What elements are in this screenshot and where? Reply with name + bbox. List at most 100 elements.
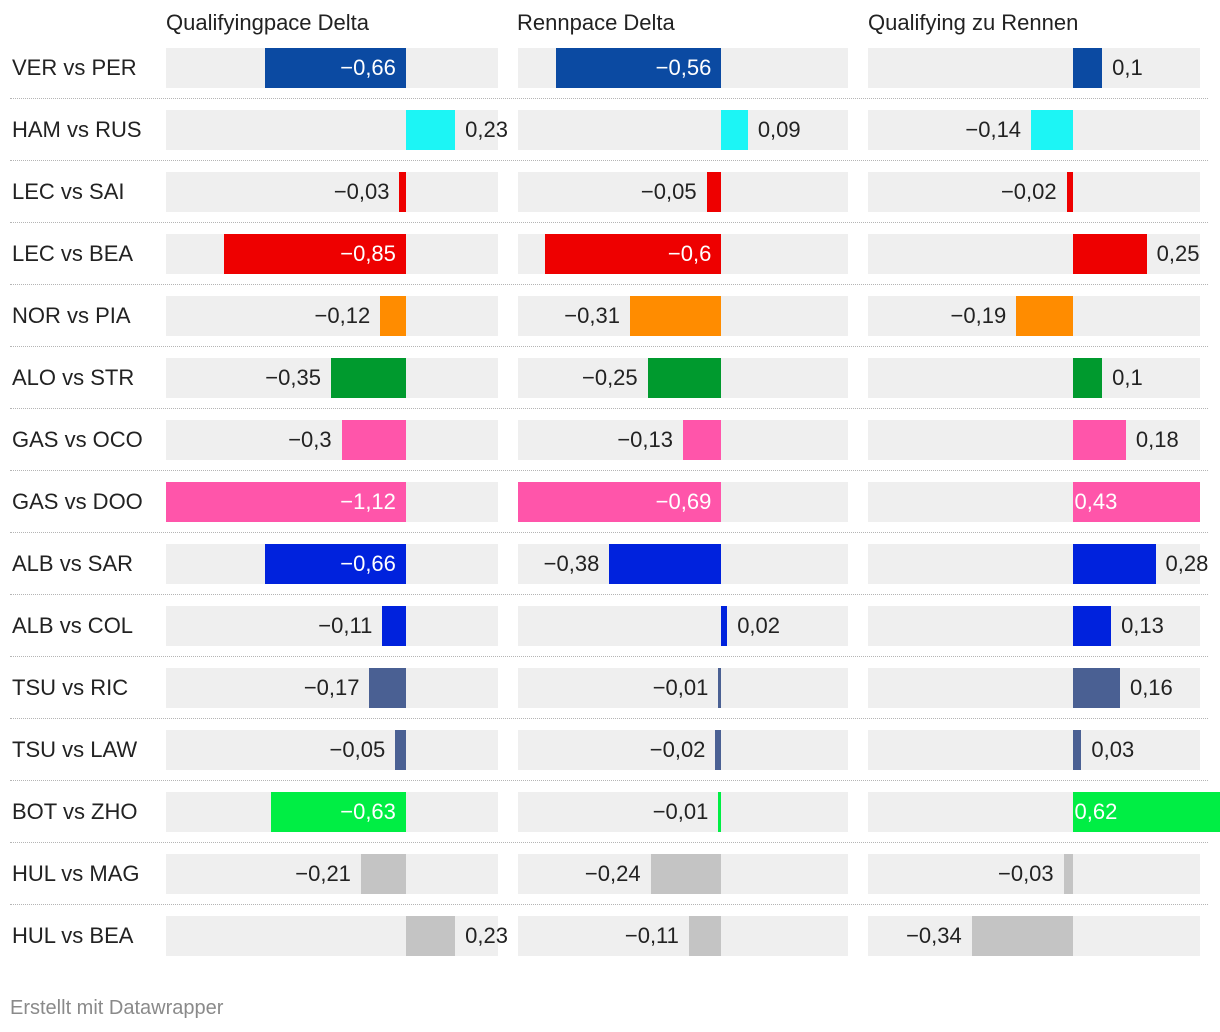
bar-alo-vs-str-col3[interactable] (1072, 358, 1103, 398)
bar-alb-vs-col-col3[interactable] (1072, 606, 1112, 646)
row-separator (10, 656, 1208, 657)
bar-ham-vs-rus-col3[interactable] (1031, 110, 1073, 150)
value-label: −0,3 (288, 427, 332, 452)
bar-hul-vs-bea-col3[interactable] (971, 916, 1073, 956)
bar-ham-vs-rus-col1[interactable] (405, 110, 456, 150)
bar-track (868, 606, 1200, 646)
value-label: −0,66 (340, 55, 396, 80)
value-label: 0,02 (737, 613, 781, 638)
bar-ver-vs-per-col1[interactable] (264, 48, 406, 88)
bar-tsu-vs-ric-col1[interactable] (369, 668, 406, 708)
row-label-nor-vs-pia: NOR vs PIA (12, 303, 131, 328)
bar-track (166, 296, 498, 336)
bar-track (166, 172, 498, 212)
value-label: −0,25 (581, 365, 638, 390)
value-label: −0,31 (564, 303, 620, 328)
bar-alo-vs-str-col1[interactable] (330, 358, 406, 398)
bar-nor-vs-pia-col2[interactable] (629, 296, 722, 336)
bar-lec-vs-bea-col1[interactable] (223, 234, 406, 274)
row-separator (10, 222, 1208, 223)
bar-ver-vs-per-col3[interactable] (1072, 48, 1103, 88)
value-label: 0,62 (1074, 799, 1118, 824)
bar-ver-vs-per-col2[interactable] (556, 48, 722, 88)
row-separator (10, 470, 1208, 471)
row-label-tsu-vs-law: TSU vs LAW (12, 737, 138, 762)
bar-track (166, 420, 498, 460)
bar-tsu-vs-law-col2[interactable] (715, 730, 722, 770)
bar-gas-vs-oco-col2[interactable] (683, 420, 722, 460)
bar-hul-vs-mag-col2[interactable] (650, 854, 722, 894)
value-label: −0,35 (265, 365, 321, 390)
value-label: 0,18 (1135, 427, 1179, 452)
row-label-gas-vs-doo: GAS vs DOO (12, 489, 143, 514)
bar-tsu-vs-ric-col2[interactable] (718, 668, 722, 708)
bar-track (868, 172, 1200, 212)
row-separator (10, 780, 1208, 781)
row-label-ver-vs-per: VER vs PER (12, 55, 137, 80)
value-label: −0,69 (655, 489, 712, 514)
value-label: −0,63 (340, 799, 396, 824)
bar-ham-vs-rus-col2[interactable] (721, 110, 748, 150)
bar-tsu-vs-ric-col3[interactable] (1072, 668, 1120, 708)
value-label: −0,13 (617, 427, 673, 452)
bar-tsu-vs-law-col3[interactable] (1072, 730, 1082, 770)
row-label-alo-vs-str: ALO vs STR (12, 365, 135, 390)
value-label: 0,03 (1091, 737, 1135, 762)
bar-hul-vs-mag-col3[interactable] (1063, 854, 1073, 894)
bar-alb-vs-sar-col1[interactable] (264, 544, 406, 584)
row-separator (10, 532, 1208, 533)
bar-hul-vs-bea-col2[interactable] (688, 916, 722, 956)
bar-alb-vs-col-col2[interactable] (721, 606, 728, 646)
bar-tsu-vs-law-col1[interactable] (395, 730, 406, 770)
bar-gas-vs-doo-col2[interactable] (518, 482, 722, 522)
bar-lec-vs-sai-col1[interactable] (399, 172, 406, 212)
bar-lec-vs-bea-col2[interactable] (544, 234, 722, 274)
column-header-rennpace-delta[interactable]: Rennpace Delta (517, 10, 675, 35)
bar-hul-vs-mag-col1[interactable] (360, 854, 406, 894)
value-label: 0,13 (1121, 613, 1164, 638)
bar-nor-vs-pia-col1[interactable] (380, 296, 406, 336)
value-label: 0,25 (1156, 241, 1200, 266)
bar-alo-vs-str-col2[interactable] (647, 358, 722, 398)
bar-bot-vs-zho-col2[interactable] (718, 792, 722, 832)
bar-alb-vs-sar-col3[interactable] (1072, 544, 1156, 584)
value-label: −0,02 (649, 737, 706, 762)
row-separator (10, 160, 1208, 161)
value-label: 0,1 (1112, 365, 1143, 390)
bar-track (518, 606, 848, 646)
bar-gas-vs-doo-col1[interactable] (166, 482, 406, 522)
bar-nor-vs-pia-col3[interactable] (1016, 296, 1073, 336)
bar-bot-vs-zho-col1[interactable] (270, 792, 406, 832)
row-label-tsu-vs-ric: TSU vs RIC (12, 675, 129, 700)
bar-bot-vs-zho-col3[interactable] (1072, 792, 1220, 832)
value-label: −0,11 (318, 613, 373, 638)
row-separator (10, 98, 1208, 99)
row-label-gas-vs-oco: GAS vs OCO (12, 427, 143, 452)
bar-track (166, 854, 498, 894)
bar-lec-vs-sai-col2[interactable] (706, 172, 722, 212)
value-label: −0,34 (906, 923, 962, 948)
bar-lec-vs-bea-col3[interactable] (1072, 234, 1147, 274)
bar-track (166, 606, 498, 646)
column-header-qualifyingpace-delta[interactable]: Qualifyingpace Delta (166, 10, 370, 35)
bar-gas-vs-oco-col3[interactable] (1072, 420, 1126, 460)
bar-alb-vs-col-col1[interactable] (382, 606, 406, 646)
bar-gas-vs-doo-col3[interactable] (1072, 482, 1200, 522)
value-label: 0,09 (757, 117, 801, 142)
bar-track (518, 792, 848, 832)
value-label: −0,85 (340, 241, 396, 266)
column-header-qualifying-zu-rennen[interactable]: Qualifying zu Rennen (868, 10, 1079, 35)
value-label: −0,12 (314, 303, 371, 328)
value-label: −1,12 (340, 489, 396, 514)
bar-track (868, 234, 1200, 274)
bar-track (518, 730, 848, 770)
bar-gas-vs-oco-col1[interactable] (341, 420, 406, 460)
value-label: −0,19 (950, 303, 1007, 328)
bar-lec-vs-sai-col3[interactable] (1066, 172, 1073, 212)
bar-hul-vs-bea-col1[interactable] (405, 916, 456, 956)
row-label-alb-vs-col: ALB vs COL (12, 613, 134, 638)
row-separator (10, 284, 1208, 285)
bar-track (518, 172, 848, 212)
bar-alb-vs-sar-col2[interactable] (609, 544, 722, 584)
